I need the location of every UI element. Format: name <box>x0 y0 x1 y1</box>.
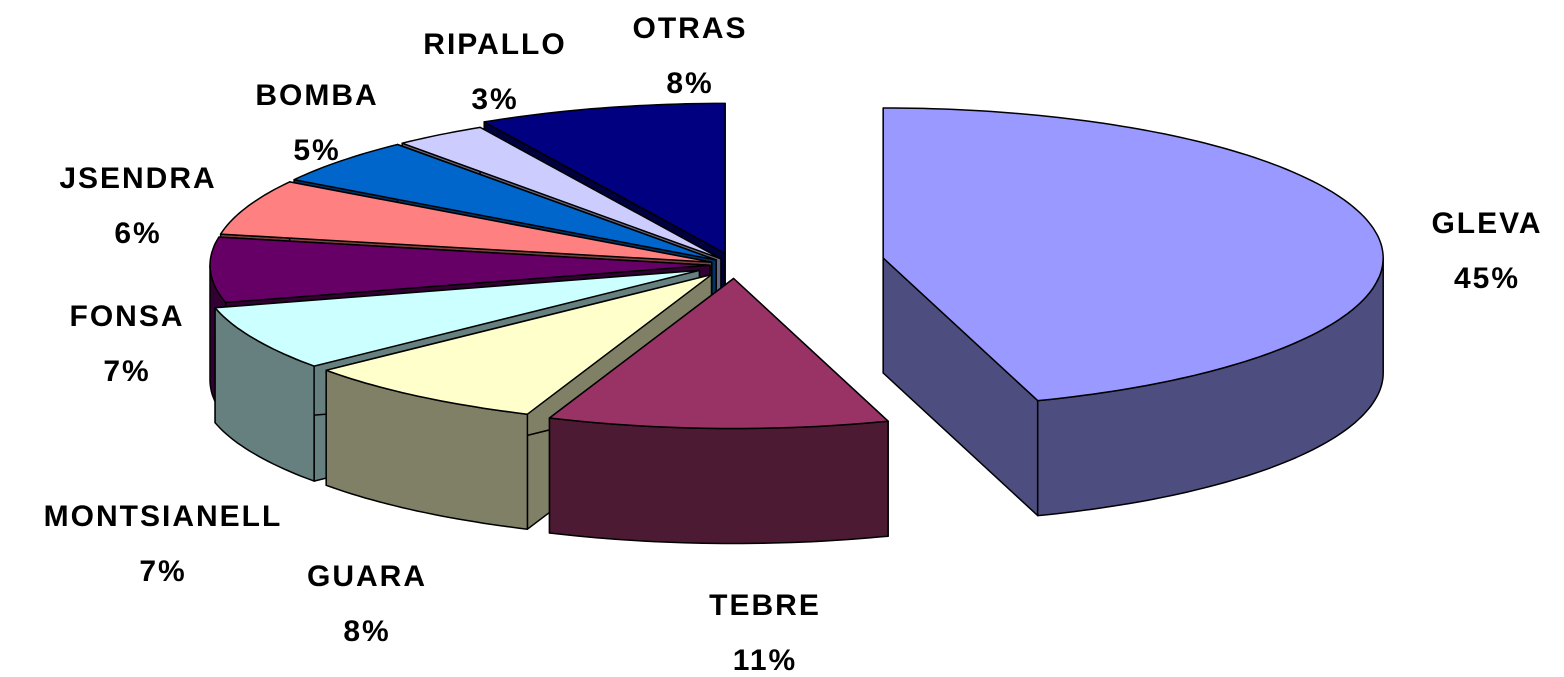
slice-value-label: 6% <box>114 217 161 250</box>
slice-top <box>219 181 713 263</box>
slice-top <box>293 143 717 261</box>
slice-top <box>325 273 713 415</box>
slice-side <box>548 417 889 545</box>
slice-label: RIPALLO <box>423 28 566 61</box>
slice-label: OTRAS <box>633 12 748 45</box>
slice-top <box>882 107 1384 402</box>
slice-top <box>548 277 889 430</box>
slice-label: BOMBA <box>255 79 378 112</box>
slice-label: MONTSIANELL <box>44 500 283 533</box>
slice-top <box>209 236 711 304</box>
slice-top <box>214 269 701 367</box>
slice-value-label: 7% <box>139 555 186 588</box>
slice-value-label: 11% <box>733 644 797 677</box>
slice-value-label: 45% <box>1454 262 1520 295</box>
slice-label: TEBRE <box>709 589 821 622</box>
slice-label: FONSA <box>70 300 185 333</box>
slice-top <box>483 102 726 255</box>
slice-value-label: 8% <box>666 67 713 100</box>
pie-slice <box>548 277 889 545</box>
slice-label: JSENDRA <box>59 162 216 195</box>
slice-value-label: 7% <box>103 355 150 388</box>
slice-top <box>401 126 722 260</box>
slice-value-label: 5% <box>293 134 340 167</box>
slice-label: GUARA <box>307 560 427 593</box>
slice-value-label: 8% <box>343 615 390 648</box>
slice-label: GLEVA <box>1431 207 1542 240</box>
slice-value-label: 3% <box>471 83 518 116</box>
pie-slice <box>882 107 1384 517</box>
